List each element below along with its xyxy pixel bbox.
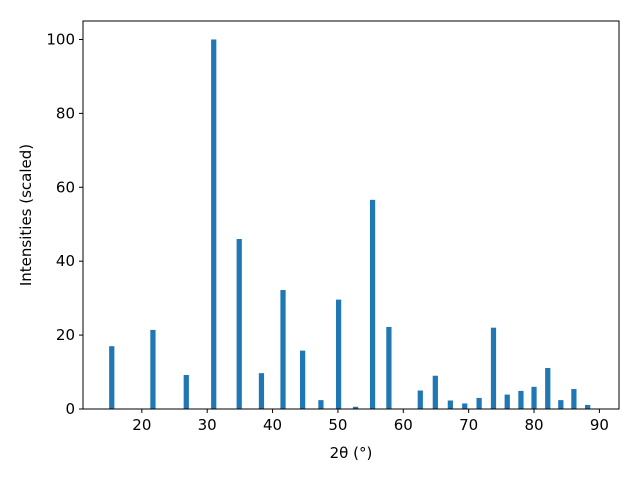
bar <box>335 299 342 409</box>
bar <box>280 290 286 409</box>
bar <box>558 400 564 409</box>
x-tick-label: 40 <box>263 416 282 434</box>
x-tick-label: 30 <box>198 416 217 434</box>
bar <box>447 400 453 409</box>
x-tick-label: 80 <box>524 416 543 434</box>
x-tick-label: 20 <box>132 416 151 434</box>
x-axis-label: 2θ (°) <box>330 444 373 462</box>
plot-frame <box>82 20 620 410</box>
bar <box>300 350 306 409</box>
y-axis-label: Intensities (scaled) <box>17 144 35 286</box>
y-tick-label: 20 <box>56 326 75 344</box>
bar <box>531 386 537 409</box>
bar <box>352 406 359 409</box>
bar <box>417 390 423 409</box>
bars-group <box>109 39 591 409</box>
bar <box>545 367 551 409</box>
bar <box>183 375 189 409</box>
bar <box>211 39 217 409</box>
y-tick-label: 0 <box>65 400 75 418</box>
y-tick-label: 80 <box>56 104 75 122</box>
bar <box>236 239 242 409</box>
x-tick-label: 90 <box>590 416 609 434</box>
bar <box>369 199 376 409</box>
bar <box>318 400 324 409</box>
bar <box>109 346 115 409</box>
bar <box>432 375 438 409</box>
x-axis-ticks: 20 30 40 50 60 70 80 90 <box>132 409 609 434</box>
y-tick-label: 40 <box>56 252 75 270</box>
y-tick-label: 60 <box>56 178 75 196</box>
bar <box>490 327 497 409</box>
bar <box>585 404 591 409</box>
x-tick-label: 60 <box>394 416 413 434</box>
y-axis-ticks: 0 20 40 60 80 100 <box>46 30 83 418</box>
x-tick-label: 70 <box>459 416 478 434</box>
bar <box>476 397 482 409</box>
bar <box>462 403 468 409</box>
bar <box>386 326 392 409</box>
y-tick-label: 100 <box>46 30 75 48</box>
bar <box>150 329 156 409</box>
bar <box>518 390 524 409</box>
x-tick-label: 50 <box>328 416 347 434</box>
bar <box>258 373 265 409</box>
bar <box>504 394 510 409</box>
bar <box>571 389 577 409</box>
